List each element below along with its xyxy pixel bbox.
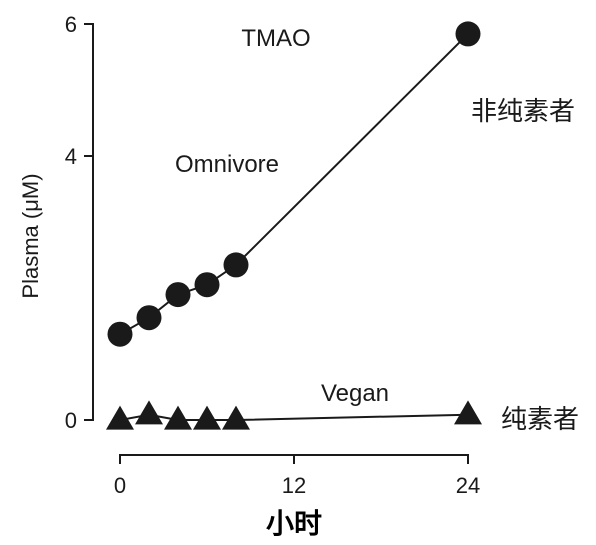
y-tick-label: 0 <box>65 408 77 433</box>
x-tick-label: 12 <box>282 473 306 498</box>
x-axis-label: 小时 <box>266 507 322 540</box>
y-tick-label: 6 <box>65 12 77 37</box>
vegan-data-point <box>193 405 221 430</box>
vegan-data-point <box>454 400 482 425</box>
omnivore-data-point <box>223 252 249 278</box>
annotation-vegan-cn: 纯素者 <box>501 405 579 435</box>
omnivore-data-point <box>194 272 220 298</box>
omnivore-data-point <box>107 321 133 347</box>
vegan-data-point <box>222 405 250 430</box>
annotation-vegan: Vegan <box>321 380 389 407</box>
annotation-omnivore: Omnivore <box>175 151 279 178</box>
y-axis-label: Plasma (μM) <box>18 173 43 298</box>
y-ticks: 0 4 6 <box>65 12 93 433</box>
x-tick-label: 24 <box>456 473 480 498</box>
series-lines <box>119 33 469 421</box>
vegan-data-point <box>164 405 192 430</box>
annotation-omnivore-cn: 非纯素者 <box>471 97 575 127</box>
vegan-data-point <box>135 400 163 425</box>
x-tick-label: 0 <box>114 473 126 498</box>
annotation-tmao: TMAO <box>241 25 310 52</box>
y-tick-label: 4 <box>65 144 77 169</box>
x-ticks: 0 12 24 <box>114 455 480 498</box>
omnivore-data-point <box>136 305 162 331</box>
series-markers <box>106 21 482 430</box>
omnivore-data-point <box>165 282 191 308</box>
omnivore-data-point <box>455 21 481 47</box>
vegan-data-point <box>106 405 134 430</box>
